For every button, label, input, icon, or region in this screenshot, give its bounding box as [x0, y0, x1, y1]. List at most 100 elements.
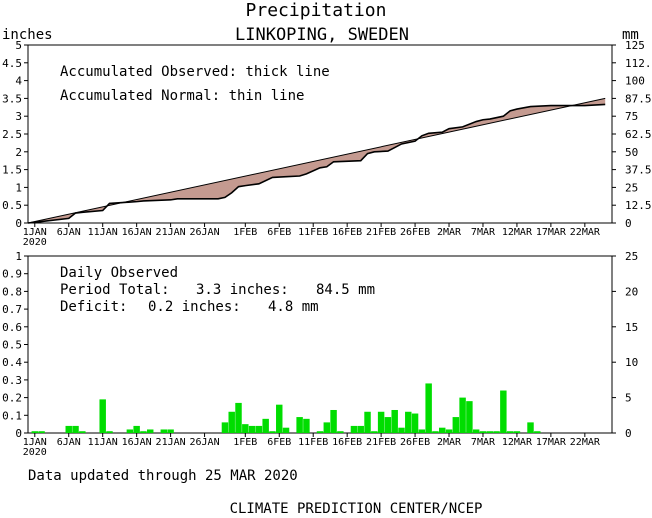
top-right-tick-label: 25 — [625, 181, 638, 194]
bottom-left-tick-label: 0.8 — [2, 285, 22, 298]
daily-bar — [38, 431, 45, 433]
bottom-left-tick-label: 0.1 — [2, 409, 22, 422]
daily-bar — [282, 427, 290, 433]
bottom-x-tick-label: 21FEB — [366, 437, 396, 448]
top-left-tick-label: 0 — [15, 217, 22, 230]
daily-bar — [276, 404, 283, 433]
daily-bar — [126, 429, 134, 433]
bottom-x-tick-label: 26JAN — [190, 437, 220, 448]
daily-bar — [79, 431, 86, 433]
top-right-tick-label: 37.5 — [625, 164, 652, 177]
observed-line — [27, 103, 606, 224]
daily-bar — [500, 390, 507, 433]
deficit-mm: 4.8 mm — [268, 299, 319, 315]
daily-bar — [371, 431, 378, 433]
accumulated-panel: 00.511.522.533.544.55012.52537.55062.575… — [2, 39, 652, 248]
daily-bar — [221, 422, 229, 433]
daily-bar — [527, 422, 534, 433]
daily-bar — [486, 431, 493, 433]
daily-bar — [133, 425, 140, 433]
top-left-tick-label: 3.5 — [2, 92, 22, 105]
bottom-left-tick-label: 0.7 — [2, 303, 22, 316]
top-right-tick-label: 50 — [625, 146, 638, 159]
daily-bar — [384, 417, 392, 433]
daily-bar — [147, 429, 154, 433]
top-x-tick-label: 22MAR — [570, 227, 601, 238]
daily-bar — [262, 418, 269, 433]
daily-bar — [534, 431, 541, 433]
bottom-right-tick-label: 10 — [625, 356, 638, 369]
chart-title: Precipitation — [246, 0, 387, 21]
bottom-x-year-label: 2020 — [23, 447, 47, 458]
bottom-x-tick-label: 21JAN — [156, 437, 186, 448]
bottom-x-tick-label: 17MAR — [536, 437, 567, 448]
bottom-right-tick-label: 25 — [625, 250, 638, 263]
top-x-tick-label: 26JAN — [190, 227, 220, 238]
bottom-x-tick-label: 2MAR — [437, 437, 462, 448]
bottom-x-tick-label: 12MAR — [502, 437, 533, 448]
daily-bar — [398, 427, 405, 433]
bottom-x-tick-label: 22MAR — [570, 437, 601, 448]
daily-bar — [235, 402, 242, 433]
top-right-tick-label: 62.5 — [625, 128, 652, 141]
top-left-tick-label: 0.5 — [2, 199, 22, 212]
daily-bar — [506, 431, 514, 433]
bottom-x-tick-label: 1JAN — [23, 437, 47, 448]
daily-bar — [411, 413, 419, 433]
bottom-x-tick-label: 16JAN — [122, 437, 152, 448]
top-x-tick-label: 1FEB — [233, 227, 257, 238]
daily-bar — [466, 401, 473, 433]
daily-bar — [248, 425, 256, 433]
period-total-mm: 84.5 mm — [316, 282, 375, 298]
top-left-tick-label: 1 — [15, 181, 22, 194]
bottom-x-tick-label: 6JAN — [57, 437, 81, 448]
bottom-left-tick-label: 0 — [15, 427, 22, 440]
daily-bar — [479, 431, 487, 433]
top-x-tick-label: 11FEB — [298, 227, 328, 238]
top-x-tick-label: 26FEB — [400, 227, 430, 238]
top-right-tick-label: 87.5 — [625, 92, 652, 105]
daily-panel: 00.10.20.30.40.50.60.70.80.9105101520251… — [2, 250, 638, 458]
bottom-left-tick-label: 0.9 — [2, 268, 22, 281]
bottom-x-tick-label: 7MAR — [471, 437, 496, 448]
daily-bar — [160, 429, 168, 433]
daily-bar — [242, 424, 249, 433]
daily-bar — [228, 411, 235, 433]
bottom-x-tick-label: 26FEB — [400, 437, 430, 448]
daily-bar — [418, 429, 426, 433]
bottom-right-tick-label: 5 — [625, 392, 632, 405]
daily-bar — [255, 425, 263, 433]
top-left-tick-label: 2.5 — [2, 128, 22, 141]
top-x-tick-label: 16FEB — [332, 227, 362, 238]
daily-bar — [432, 431, 439, 433]
top-left-tick-label: 2 — [15, 146, 22, 159]
daily-bar — [472, 429, 480, 433]
data-updated-note: Data updated through 25 MAR 2020 — [28, 468, 298, 484]
top-left-tick-label: 4.5 — [2, 57, 22, 70]
top-left-unit: inches — [2, 27, 53, 43]
bottom-left-tick-label: 0.2 — [2, 392, 22, 405]
top-x-tick-label: 2MAR — [437, 227, 462, 238]
normal-line — [27, 97, 606, 224]
bottom-left-tick-label: 1 — [15, 250, 22, 263]
daily-bar — [452, 417, 460, 433]
top-x-tick-label: 21JAN — [156, 227, 186, 238]
chart-subtitle: LINKOPING, SWEDEN — [235, 25, 409, 45]
daily-bar — [357, 425, 364, 433]
daily-bar — [106, 431, 113, 433]
top-right-unit: mm — [622, 27, 639, 43]
top-right-tick-label: 12.5 — [625, 199, 652, 212]
daily-bar — [445, 429, 453, 433]
bottom-right-tick-label: 20 — [625, 285, 638, 298]
top-left-tick-label: 3 — [15, 110, 22, 123]
daily-bar — [269, 431, 276, 433]
daily-bar — [364, 411, 371, 433]
daily-bar — [513, 431, 521, 433]
daily-bar — [330, 409, 337, 433]
bottom-right-tick-label: 0 — [625, 427, 632, 440]
deficit-label: Deficit: — [60, 299, 127, 315]
bottom-x-tick-label: 6FEB — [267, 437, 291, 448]
period-total-inches: 3.3 inches: — [196, 282, 289, 298]
bottom-x-tick-label: 1FEB — [233, 437, 257, 448]
